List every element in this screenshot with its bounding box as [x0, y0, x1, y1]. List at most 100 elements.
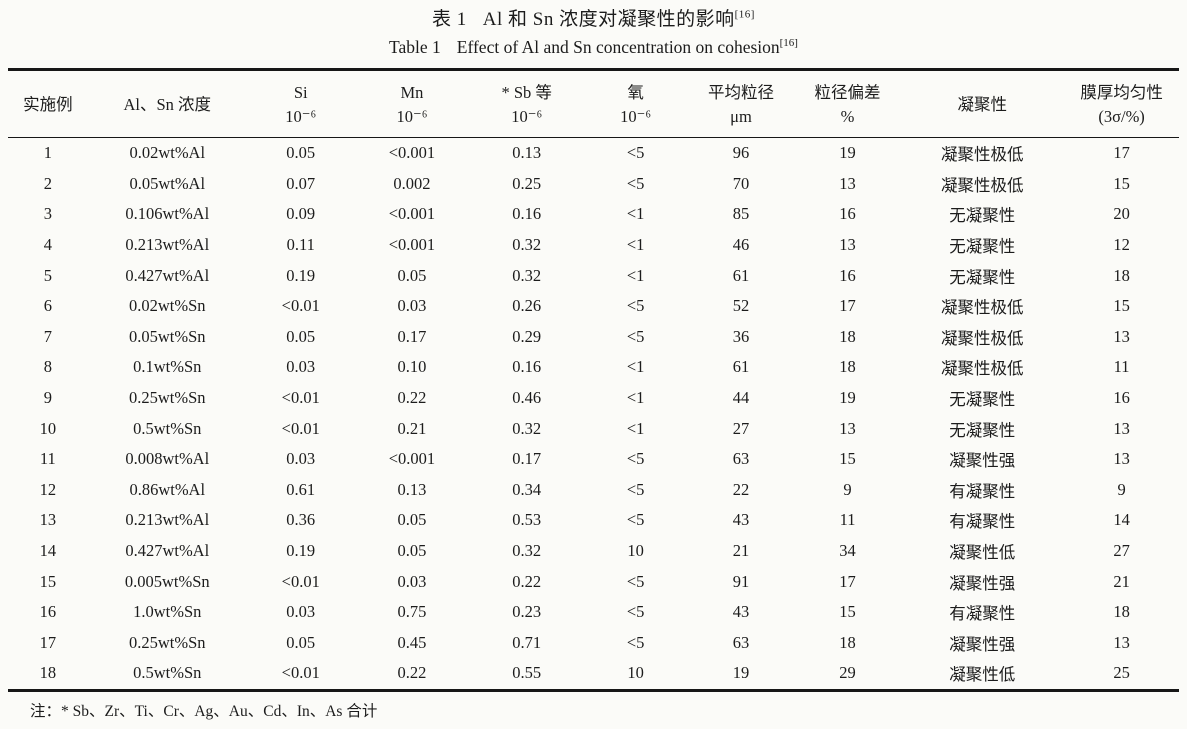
- table-footnote: 注：* Sb、Zr、Ti、Cr、Ag、Au、Cd、In、As 合计: [30, 702, 378, 720]
- table-cell: 29: [839, 663, 856, 683]
- citation-ref-zh: [16]: [734, 8, 755, 21]
- table-cell: 0.22: [397, 663, 427, 683]
- table-cell: 凝聚性极低: [940, 298, 1024, 318]
- table-cell: 44: [732, 388, 750, 408]
- table-cell: 0.008wt%Al: [125, 449, 210, 469]
- table-cell: 0.03: [397, 296, 427, 316]
- table-cell: 12: [39, 479, 57, 499]
- table-cell: 0.75: [397, 602, 427, 622]
- table-cell: 15: [39, 571, 57, 591]
- table-cell: 无凝聚性: [949, 420, 1016, 440]
- table-cell: 18: [1113, 265, 1130, 285]
- table-cell: 21: [1113, 571, 1130, 591]
- column-header-oxygen: 氧 10⁻⁶: [584, 70, 687, 138]
- table-row: 17 0.25wt%Sn 0.05 0.45 0.71 <5 63 18 凝聚性强 13: [8, 628, 1179, 659]
- table-cell: 17: [839, 296, 856, 316]
- table-cell: 0.45: [397, 632, 427, 652]
- table-cell: 有凝聚性: [949, 604, 1016, 624]
- table-cell: <5: [626, 143, 645, 163]
- table-cell: <5: [626, 173, 645, 193]
- table-cell: 9: [843, 479, 852, 499]
- table-cell: 0.36: [286, 510, 316, 530]
- column-header-line1: Si: [293, 83, 308, 102]
- column-header-line1: * Sb 等: [501, 83, 552, 102]
- table-cell: 15: [839, 449, 856, 469]
- table-cell: 10: [627, 663, 644, 683]
- table-cell: 91: [732, 571, 750, 591]
- table-cell: 有凝聚性: [949, 512, 1016, 532]
- table-row: 9 0.25wt%Sn <0.01 0.22 0.46 <1 44 19 无凝聚性 16: [8, 383, 1179, 414]
- table-cell: 0.07: [286, 173, 316, 193]
- table-cell: 19: [839, 388, 856, 408]
- table-cell: 5: [43, 265, 52, 285]
- table-cell: 85: [732, 204, 750, 224]
- table-cell: 无凝聚性: [949, 237, 1016, 257]
- column-header-line1: 膜厚均匀性: [1080, 83, 1163, 102]
- table-cell: 13: [839, 173, 856, 193]
- table-cell: <0.01: [281, 571, 320, 591]
- table-cell: 6: [43, 296, 52, 316]
- table-cell: 16: [39, 602, 57, 622]
- column-header-line1: 实施例: [23, 94, 73, 114]
- table-cell: 0.03: [286, 602, 316, 622]
- table-cell: 0.32: [512, 265, 542, 285]
- table-cell: <5: [626, 510, 645, 530]
- table-cell: 0.005wt%Sn: [124, 571, 210, 591]
- table-cell: 0.427wt%Al: [125, 265, 210, 285]
- table-cell: 8: [43, 357, 52, 377]
- table-cell: 0.16: [512, 357, 542, 377]
- column-header-line1: 凝聚性: [957, 94, 1007, 114]
- column-header-line1: Al、Sn 浓度: [123, 94, 212, 114]
- table-cell: 0.02wt%Sn: [128, 296, 206, 316]
- column-header-line2: 10⁻⁶: [396, 107, 428, 126]
- table-cell: 4: [43, 235, 52, 255]
- table-cell: <1: [626, 265, 645, 285]
- table-cell: 0.09: [286, 204, 316, 224]
- column-header-line2: 10⁻⁶: [620, 107, 652, 126]
- table-header-row: 实施例 Al、Sn 浓度 Si 10⁻⁶ Mn 10⁻⁶ * Sb 等 10⁻⁶ 氧 10⁻⁶ 平均…: [8, 70, 1179, 138]
- table-cell: <5: [626, 326, 645, 346]
- table-cell: 无凝聚性: [949, 267, 1016, 287]
- table-cell: 1.0wt%Sn: [133, 602, 202, 622]
- table-cell: <5: [626, 296, 645, 316]
- table-row: 11 0.008wt%Al 0.03 <0.001 0.17 <5 63 15 凝聚性强 13: [8, 444, 1179, 475]
- table-cell: 13: [1113, 418, 1130, 438]
- table-cell: 3: [43, 204, 52, 224]
- table-cell: 凝聚性极低: [940, 359, 1024, 379]
- table-cell: <1: [626, 357, 645, 377]
- table-cell: 0.05: [397, 510, 427, 530]
- table-cell: <1: [626, 235, 645, 255]
- table-cell: 0.46: [512, 388, 542, 408]
- table-cell: 0.106wt%Al: [125, 204, 210, 224]
- table-cell: 无凝聚性: [949, 206, 1016, 226]
- table-cell: 0.213wt%Al: [125, 235, 210, 255]
- table-cell: 0.05: [397, 541, 427, 561]
- table-cell: 0.1wt%Sn: [133, 357, 202, 377]
- table-cell: 18: [839, 326, 856, 346]
- table-row: 6 0.02wt%Sn <0.01 0.03 0.26 <5 52 17 凝聚性极低 15: [8, 291, 1179, 322]
- table-cell: 61: [732, 265, 750, 285]
- table-cell: 0.19: [286, 541, 316, 561]
- table-cell: 凝聚性低: [949, 665, 1016, 685]
- table-row: 18 0.5wt%Sn <0.01 0.22 0.55 10 19 29 凝聚性低 25: [8, 658, 1179, 690]
- table-cell: 无凝聚性: [949, 390, 1016, 410]
- table-cell: <0.001: [388, 204, 436, 224]
- table-cell: 13: [1113, 632, 1130, 652]
- table-cell: 96: [732, 143, 750, 163]
- table-cell: 15: [1113, 173, 1130, 193]
- table-cell: 0.427wt%Al: [125, 541, 210, 561]
- table-caption-en: Table 1 Effect of Al and Sn concentration…: [8, 33, 1179, 61]
- table-cell: 0.34: [512, 479, 542, 499]
- table-cell: 2: [43, 173, 52, 193]
- table-cell: 0.16: [512, 204, 542, 224]
- column-header-example-no: 实施例: [8, 70, 88, 138]
- table-cell: 63: [732, 449, 750, 469]
- table-cell: 34: [839, 541, 856, 561]
- table-cell: 16: [1113, 388, 1130, 408]
- table-cell: 0.213wt%Al: [125, 510, 210, 530]
- column-header-line2: μm: [730, 107, 752, 126]
- table-cell: 63: [732, 632, 750, 652]
- table-cell: 0.25wt%Sn: [128, 388, 206, 408]
- table-cell: 11: [839, 510, 856, 530]
- table-caption-en-text: Effect of Al and Sn concentration on coh…: [456, 37, 780, 57]
